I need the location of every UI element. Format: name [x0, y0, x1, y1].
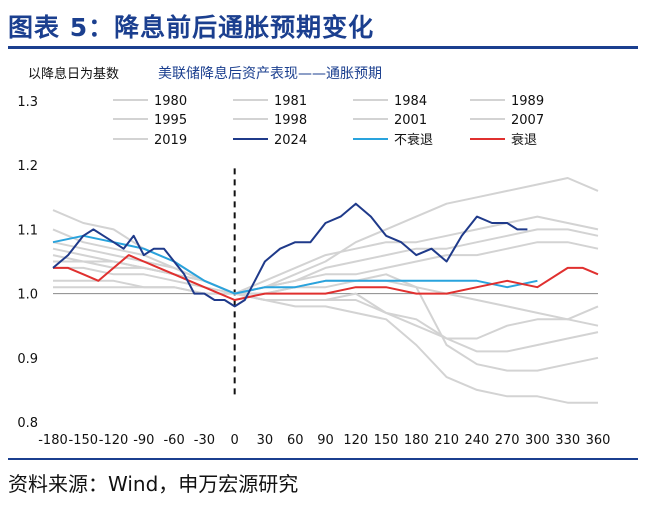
series-line-2007: [53, 273, 599, 372]
y-tick-label: 1.3: [17, 95, 38, 110]
legend-label: 1995: [154, 113, 187, 128]
x-tick-label: -30: [194, 433, 215, 448]
x-tick-label: 0: [231, 433, 239, 448]
x-tick-label: 330: [555, 433, 580, 448]
x-tick-label: 240: [464, 433, 489, 448]
x-tick-label: 270: [495, 433, 520, 448]
series-line-2024: [52, 202, 528, 308]
x-tick-label: 60: [287, 433, 304, 448]
legend-label: 不衰退: [394, 132, 433, 148]
legend-label: 1980: [154, 94, 187, 109]
legend-label: 1998: [274, 113, 307, 128]
series-layer: [52, 177, 599, 404]
y-tick-label: 1.2: [17, 159, 38, 174]
legend-label: 1989: [511, 94, 544, 109]
series-line-1995: [53, 228, 599, 295]
legend-label: 2001: [394, 113, 427, 128]
legend-label: 2024: [274, 133, 307, 148]
x-tick-label: 120: [343, 433, 368, 448]
x-tick-label: -90: [133, 433, 154, 448]
series-line-2001: [52, 247, 599, 353]
x-tick-label: 300: [525, 433, 550, 448]
legend: 1980 1981 1984 1989 1995 1998 2001 2007 2019 2024…: [113, 94, 544, 148]
y-tick-label: 1.1: [17, 223, 38, 238]
legend-label: 衰退: [511, 132, 537, 148]
legend-label: 2007: [511, 113, 544, 128]
source-note: 资料来源：Wind，申万宏源研究: [8, 472, 299, 496]
series-line-不衰退: [52, 234, 538, 295]
inflation-expectation-chart: 以降息日为基数 美联储降息后资产表现——通胀预期 0.8 0.9 1.0 1.1 1.2…: [17, 65, 610, 448]
series-line-衰退: [53, 254, 599, 301]
series-line-2019: [53, 260, 599, 321]
y-axis-label: 以降息日为基数: [28, 66, 119, 82]
x-tick-label: -180: [38, 433, 68, 448]
x-tick-label: 210: [434, 433, 459, 448]
x-tick-label: 150: [374, 433, 399, 448]
x-tick-label: 90: [317, 433, 334, 448]
title-divider: [8, 46, 638, 49]
x-tick-label: -120: [99, 433, 129, 448]
x-tick-label: 30: [257, 433, 274, 448]
legend-label: 1984: [394, 94, 427, 109]
x-tick-label: -60: [163, 433, 184, 448]
legend-label: 1981: [274, 94, 307, 109]
chart-title: 美联储降息后资产表现——通胀预期: [158, 65, 382, 82]
y-tick-label: 1.0: [17, 288, 38, 303]
y-tick-label: 0.9: [17, 352, 38, 367]
legend-label: 2019: [154, 133, 187, 148]
x-tick-label: -150: [69, 433, 99, 448]
axis-layer: 0.8 0.9 1.0 1.1 1.2 1.3 -180 -150 -120 -90 -60 -30 0…: [17, 95, 610, 448]
source-divider: [8, 458, 638, 460]
figure-title: 图表 5：降息前后通胀预期变化: [8, 13, 375, 42]
y-tick-label: 0.8: [17, 416, 38, 431]
x-tick-label: 360: [586, 433, 611, 448]
x-tick-label: 180: [404, 433, 429, 448]
